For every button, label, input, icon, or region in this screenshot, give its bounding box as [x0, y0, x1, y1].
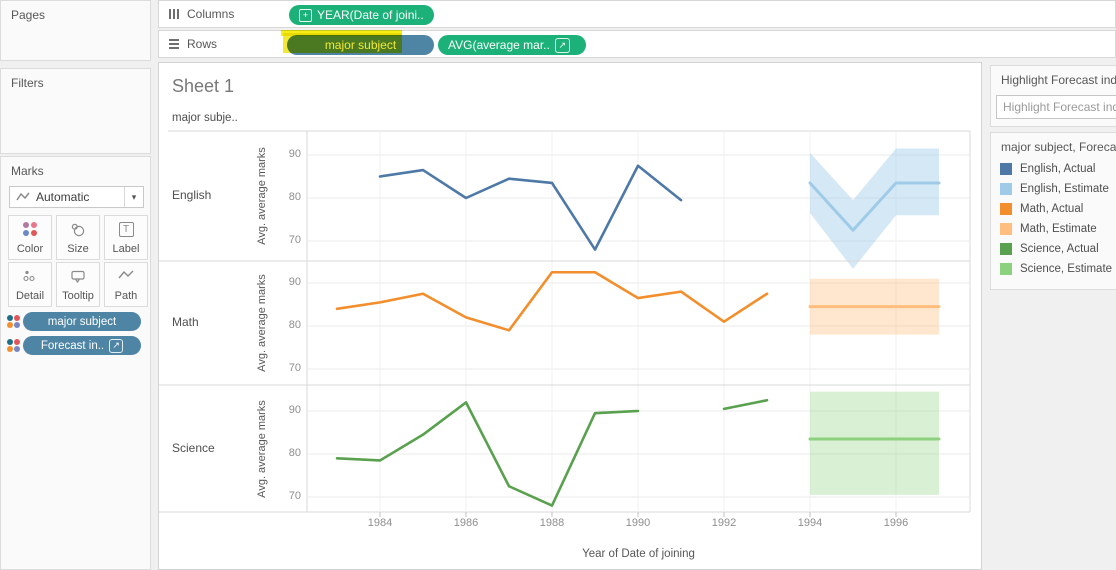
- pill-avg-average-marks[interactable]: AVG(average mar.. ↗: [438, 35, 586, 55]
- legend-item-label: English, Actual: [1020, 163, 1096, 175]
- highlight-card-title: Highlight Forecast indi: [1001, 73, 1116, 87]
- legend-item[interactable]: Math, Actual: [1000, 200, 1083, 218]
- size-button-label: Size: [67, 243, 89, 255]
- color-legend-dots-icon: [7, 315, 20, 328]
- pages-label: Pages: [11, 8, 46, 22]
- legend-swatch: [1000, 163, 1012, 175]
- legend-item[interactable]: Science, Actual: [1000, 240, 1099, 258]
- legend-item-label: English, Estimate: [1020, 183, 1109, 195]
- marks-label: Marks: [11, 164, 44, 178]
- expand-plus-icon[interactable]: +: [299, 8, 312, 22]
- pill-label: major subject: [324, 38, 397, 52]
- text-label-icon: T: [105, 222, 147, 237]
- legend-swatch: [1000, 203, 1012, 215]
- line-mark-icon: [16, 192, 30, 201]
- pill-year-date-of-joining[interactable]: + YEAR(Date of joini..: [289, 5, 434, 25]
- detail-button-label: Detail: [15, 290, 45, 302]
- marks-pill-major-subject[interactable]: major subject: [23, 312, 141, 331]
- mark-type-value: Automatic: [36, 190, 90, 204]
- mark-type-dropdown[interactable]: Automatic ▾: [9, 186, 144, 208]
- marks-pill-forecast[interactable]: Forecast in.. ↗: [23, 336, 141, 355]
- pill-label: YEAR(Date of joini..: [317, 8, 424, 22]
- detail-dots-icon: [9, 269, 51, 285]
- forecast-arrow-icon: ↗: [554, 37, 570, 53]
- rows-icon: [169, 39, 179, 49]
- color-dots-icon: [9, 222, 51, 236]
- legend-item[interactable]: Math, Estimate: [1000, 220, 1097, 238]
- chevron-down-icon[interactable]: ▾: [124, 187, 143, 207]
- legend-item-label: Math, Estimate: [1020, 223, 1097, 235]
- highlight-forecast-input[interactable]: [996, 95, 1116, 119]
- row-field-header: major subje..: [172, 112, 238, 124]
- rows-shelf-label: Rows: [187, 37, 218, 51]
- marks-pill-label: Forecast in..: [40, 339, 105, 352]
- legend-title: major subject, Forecas: [1001, 140, 1116, 154]
- legend-swatch: [1000, 223, 1012, 235]
- x-axis-title: Year of Date of joining: [582, 548, 695, 560]
- columns-shelf-label: Columns: [187, 7, 235, 21]
- tooltip-button-label: Tooltip: [62, 290, 94, 302]
- path-button[interactable]: Path: [104, 262, 148, 307]
- color-legend-dots-icon: [7, 339, 20, 352]
- detail-button[interactable]: Detail: [8, 262, 52, 307]
- forecast-arrow-icon: ↗: [109, 338, 124, 353]
- tooltip-button[interactable]: Tooltip: [56, 262, 100, 307]
- size-button[interactable]: Size: [56, 215, 100, 260]
- columns-shelf[interactable]: Columns + YEAR(Date of joini..: [158, 0, 1116, 28]
- pill-major-subject[interactable]: major subject: [287, 35, 434, 55]
- filters-shelf[interactable]: Filters: [0, 68, 151, 154]
- legend-swatch: [1000, 183, 1012, 195]
- legend-item-label: Science, Actual: [1020, 243, 1099, 255]
- label-button-label: Label: [112, 243, 140, 255]
- worksheet-canvas: [158, 62, 982, 570]
- pill-label: AVG(average mar..: [448, 38, 550, 52]
- size-circles-icon: [57, 222, 99, 238]
- legend-item[interactable]: Science, Estimate: [1000, 260, 1112, 278]
- rows-shelf[interactable]: Rows major subject AVG(average mar.. ↗: [158, 30, 1116, 58]
- marks-pill-label: major subject: [47, 315, 117, 328]
- legend-item[interactable]: English, Estimate: [1000, 180, 1109, 198]
- legend-item-label: Math, Actual: [1020, 203, 1084, 215]
- color-button-label: Color: [16, 243, 44, 255]
- path-line-icon: [105, 269, 147, 281]
- filters-label: Filters: [11, 76, 44, 90]
- marks-card: Marks Automatic ▾ Color Size T Label: [0, 156, 151, 570]
- legend-item[interactable]: English, Actual: [1000, 160, 1095, 178]
- legend-swatch: [1000, 263, 1012, 275]
- legend-item-label: Science, Estimate: [1020, 263, 1113, 275]
- pages-shelf[interactable]: Pages: [0, 0, 151, 61]
- legend-swatch: [1000, 243, 1012, 255]
- tooltip-bubble-icon: [57, 269, 99, 285]
- label-button[interactable]: T Label: [104, 215, 148, 260]
- color-button[interactable]: Color: [8, 215, 52, 260]
- path-button-label: Path: [114, 290, 138, 302]
- columns-icon: [169, 9, 179, 19]
- sheet-title: Sheet 1: [172, 76, 235, 96]
